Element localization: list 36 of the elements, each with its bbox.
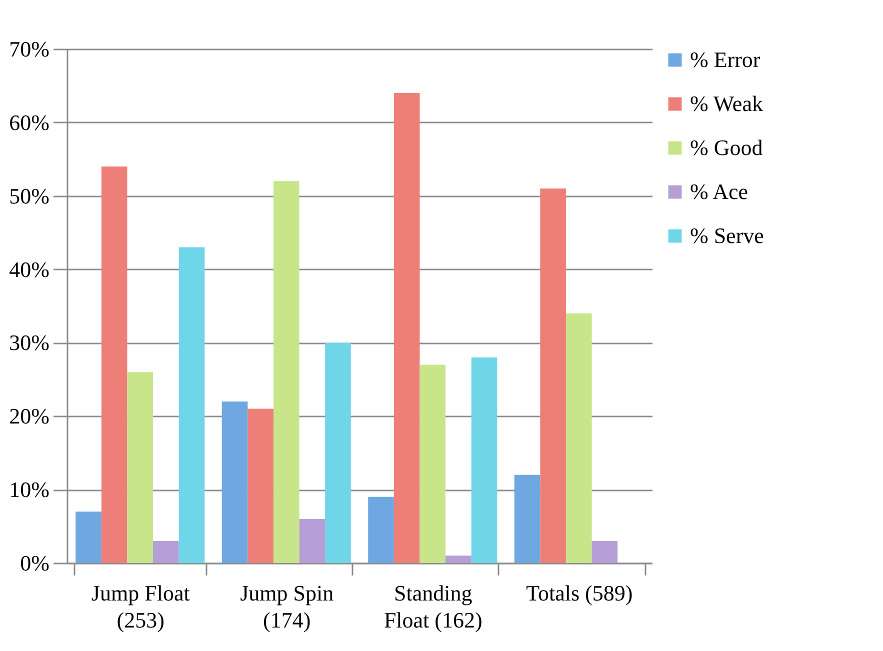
bar [248, 408, 274, 563]
y-tick-label: 60% [9, 110, 50, 135]
legend-label: % Good [690, 135, 763, 160]
y-tick-label: 20% [9, 404, 50, 429]
legend-label: % Serve [690, 223, 764, 248]
legend-label: % Weak [690, 91, 763, 116]
x-tick-label: Standing Float (162) [384, 580, 482, 632]
bar [592, 540, 618, 563]
bar [471, 357, 498, 563]
x-tick-label: Jump Float (253) [91, 580, 190, 632]
bar [153, 540, 179, 563]
x-tick-label: Totals (589) [526, 580, 633, 606]
bar [273, 181, 300, 563]
y-tick-label: 40% [9, 256, 50, 282]
y-tick-label: 70% [9, 36, 50, 62]
bar [420, 364, 446, 563]
y-tick-label: 0% [20, 550, 50, 576]
bar [566, 313, 592, 563]
bar [540, 188, 566, 563]
x-tick-label: Jump Spin (174) [240, 580, 334, 632]
legend-label: % Error [690, 47, 761, 72]
bar [101, 166, 128, 563]
legend-label: % Ace [690, 179, 748, 204]
y-tick-label: 30% [9, 330, 50, 356]
bar [178, 247, 205, 563]
bar [514, 474, 540, 563]
bar [446, 556, 472, 563]
y-tick-label: 10% [9, 477, 50, 502]
bar [368, 496, 394, 563]
bar [325, 342, 351, 563]
y-tick-label: 50% [9, 183, 50, 208]
bar [299, 518, 326, 563]
bar [394, 93, 420, 563]
bar [76, 512, 102, 563]
bar [222, 401, 248, 563]
bar [127, 372, 154, 563]
